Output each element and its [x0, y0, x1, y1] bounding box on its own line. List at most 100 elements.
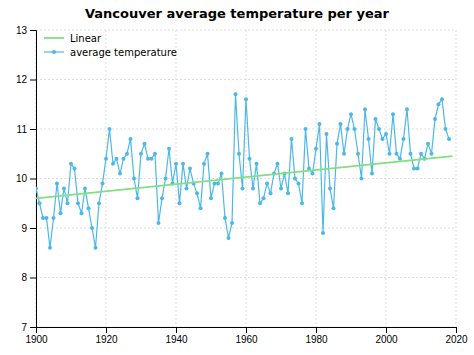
point — [157, 221, 161, 225]
point — [409, 152, 413, 156]
point — [419, 152, 423, 156]
point — [444, 127, 448, 131]
point — [363, 107, 367, 111]
tick-mark — [316, 327, 317, 333]
point — [143, 142, 147, 146]
tick-mark — [386, 327, 387, 333]
point — [346, 127, 350, 131]
tick: 2000 — [375, 327, 398, 345]
point — [48, 246, 52, 250]
point — [220, 172, 224, 176]
point — [209, 196, 213, 200]
tick-mark — [30, 278, 36, 279]
point — [416, 167, 420, 171]
tick-label: 1940 — [165, 334, 188, 345]
grid-line-y — [36, 79, 456, 80]
point — [339, 122, 343, 126]
point — [381, 137, 385, 141]
point — [377, 127, 381, 131]
point — [167, 147, 171, 151]
tick: 1960 — [235, 327, 258, 345]
tick-label: 1980 — [305, 334, 328, 345]
tick-label: 12 — [16, 74, 28, 85]
axis-domain — [37, 328, 457, 334]
point — [41, 216, 45, 220]
point — [370, 172, 374, 176]
point — [139, 152, 143, 156]
point — [255, 162, 259, 166]
point — [97, 201, 101, 205]
tick-label: 1960 — [235, 334, 258, 345]
point — [66, 201, 70, 205]
tick-label: 13 — [16, 25, 28, 36]
tick: 9 — [21, 223, 36, 234]
point — [332, 206, 336, 210]
point — [55, 181, 59, 185]
tick: 1920 — [95, 327, 118, 345]
point — [101, 181, 105, 185]
point — [118, 172, 122, 176]
grid-line-y — [36, 277, 456, 278]
tick-mark — [30, 129, 36, 130]
point — [160, 196, 164, 200]
point — [80, 211, 84, 215]
tick-mark — [30, 80, 36, 81]
chart: Vancouver average temperature per year19… — [0, 0, 474, 355]
tick: 11 — [17, 124, 36, 135]
point — [440, 97, 444, 101]
point — [83, 186, 87, 190]
marks — [36, 92, 453, 249]
tick-label: 2020 — [445, 334, 468, 345]
point — [269, 191, 273, 195]
point — [104, 157, 108, 161]
point — [38, 201, 42, 205]
point — [388, 152, 392, 156]
tick-mark — [456, 327, 457, 333]
tick-mark — [106, 327, 107, 333]
point — [125, 152, 129, 156]
point — [94, 246, 98, 250]
point — [391, 112, 395, 116]
point — [314, 147, 318, 151]
legend-label: Linear — [70, 33, 102, 44]
legend-marker — [52, 50, 56, 54]
point — [87, 206, 91, 210]
point — [297, 181, 301, 185]
point — [237, 152, 241, 156]
point — [115, 157, 119, 161]
point — [318, 122, 322, 126]
point — [122, 157, 126, 161]
grid-line-y — [36, 228, 456, 229]
grid-line-y — [36, 178, 456, 179]
axis-domain — [30, 31, 37, 328]
point — [52, 216, 56, 220]
series — [36, 92, 451, 249]
point — [202, 162, 206, 166]
point — [181, 162, 185, 166]
point — [293, 177, 297, 181]
point — [108, 127, 112, 131]
point — [342, 152, 346, 156]
point — [360, 177, 364, 181]
point — [73, 167, 77, 171]
tick: 10 — [16, 173, 36, 184]
point — [335, 142, 339, 146]
grid-line-y — [36, 30, 456, 31]
point — [367, 137, 371, 141]
point — [402, 137, 406, 141]
point — [300, 201, 304, 205]
point — [321, 231, 325, 235]
point — [69, 162, 73, 166]
tick: 1900 — [25, 327, 48, 345]
point — [353, 127, 357, 131]
tick: 7 — [21, 322, 36, 333]
grid — [36, 30, 456, 327]
point — [227, 236, 231, 240]
point — [311, 172, 315, 176]
point — [164, 177, 168, 181]
point — [244, 97, 248, 101]
legend-item: Linear — [44, 33, 102, 44]
point — [129, 137, 133, 141]
point — [136, 196, 140, 200]
legend: Linearaverage temperature — [44, 33, 177, 58]
